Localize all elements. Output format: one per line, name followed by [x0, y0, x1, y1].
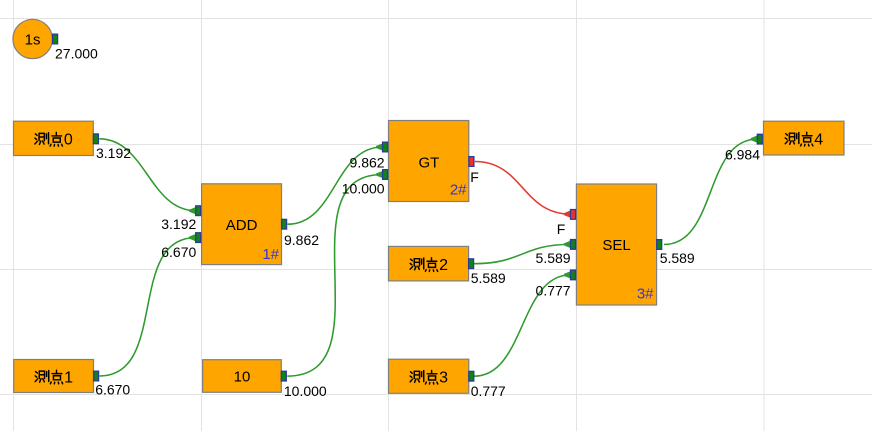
svg-text:6.984: 6.984 [725, 147, 760, 163]
svg-text:4: 4 [814, 131, 823, 148]
svg-text:2#: 2# [450, 182, 467, 199]
svg-text:2: 2 [439, 257, 448, 274]
svg-text:10: 10 [234, 369, 251, 386]
svg-text:GT: GT [418, 155, 439, 172]
svg-text:1#: 1# [262, 246, 279, 263]
svg-text:F: F [470, 169, 479, 185]
svg-text:9.862: 9.862 [284, 232, 319, 248]
svg-text:0: 0 [64, 132, 73, 149]
svg-text:5.589: 5.589 [536, 250, 571, 266]
svg-text:0.777: 0.777 [536, 283, 571, 299]
svg-text:3.192: 3.192 [96, 145, 131, 161]
svg-text:6.670: 6.670 [161, 244, 196, 260]
svg-text:3: 3 [439, 370, 448, 387]
svg-text:1: 1 [64, 369, 73, 386]
svg-text:3#: 3# [637, 286, 654, 303]
svg-text:9.862: 9.862 [350, 154, 385, 170]
svg-text:0.777: 0.777 [471, 383, 506, 399]
svg-text:1s: 1s [25, 31, 41, 48]
svg-text:10.000: 10.000 [284, 383, 327, 399]
svg-text:3.192: 3.192 [161, 216, 196, 232]
svg-text:5.589: 5.589 [660, 250, 695, 266]
svg-text:F: F [557, 221, 566, 237]
svg-text:27.000: 27.000 [55, 46, 98, 62]
svg-text:ADD: ADD [226, 217, 258, 234]
svg-text:5.589: 5.589 [471, 270, 506, 286]
svg-text:10.000: 10.000 [342, 180, 385, 196]
svg-text:SEL: SEL [602, 237, 630, 254]
svg-text:6.670: 6.670 [95, 382, 130, 398]
